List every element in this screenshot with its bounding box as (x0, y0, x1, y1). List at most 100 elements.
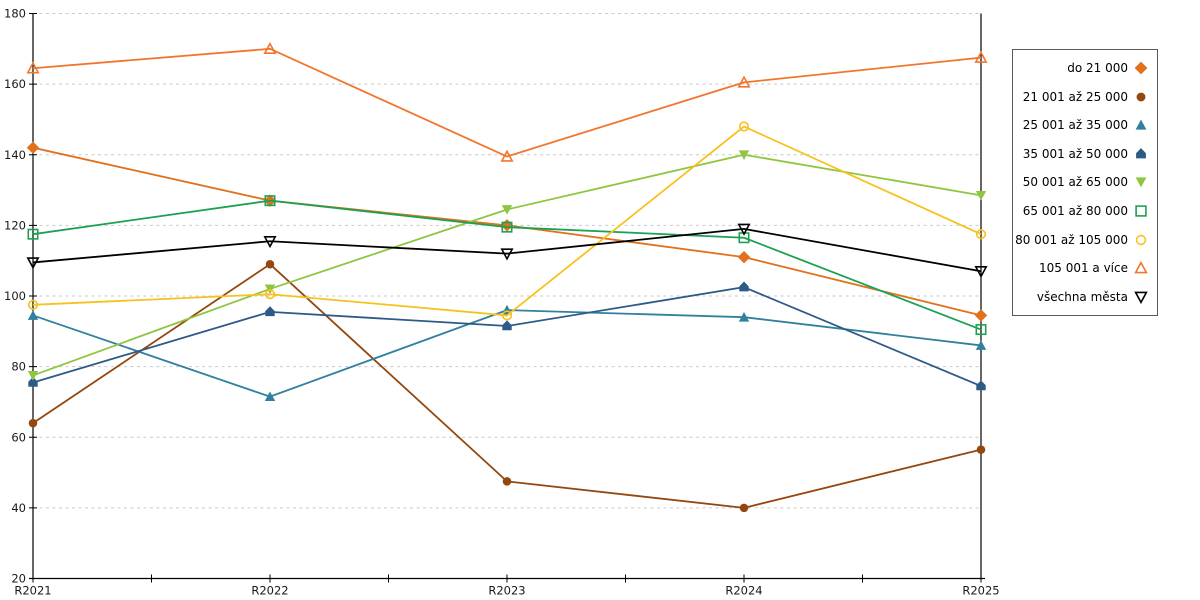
square-marker-icon (264, 195, 276, 207)
series-line (32, 286, 982, 387)
series-1 (26, 141, 988, 322)
series-line (32, 125, 982, 317)
diamond-marker-icon (500, 219, 514, 232)
triangle-marker-icon (974, 50, 988, 63)
triangle-down-legend-icon (1135, 177, 1147, 188)
triangle-down-marker-icon (738, 150, 750, 160)
diamond-marker-icon (1134, 61, 1148, 75)
triangle-down-marker-icon (737, 223, 751, 236)
circle-legend-icon (1135, 234, 1147, 245)
triangle-down-marker-icon (975, 190, 987, 201)
circle-marker-icon (265, 259, 275, 269)
circle-marker-icon (1135, 234, 1147, 245)
legend-item: 25 001 až 35 000 (1013, 117, 1157, 133)
triangle-marker-icon (500, 149, 514, 162)
pentagon-legend-icon (1136, 148, 1146, 159)
square-marker-icon (1135, 205, 1147, 217)
pentagon-marker-icon (28, 376, 38, 387)
series-line (32, 199, 982, 331)
y-tick-label: 80 (11, 360, 26, 374)
legend-item: 80 001 až 105 000 (1013, 232, 1157, 248)
triangle-marker-icon (1135, 119, 1147, 130)
square-marker-icon (975, 324, 987, 336)
pentagon-marker-icon (976, 380, 986, 391)
circle-marker-icon (1136, 92, 1146, 102)
y-tick-label: 40 (11, 501, 26, 515)
triangle-down-marker-icon (263, 236, 277, 249)
series-5 (27, 150, 987, 381)
legend-item-label: 80 001 až 105 000 (1015, 232, 1128, 247)
square-marker-icon (27, 228, 39, 240)
circle-marker-icon (976, 445, 986, 454)
pentagon-marker-icon (265, 306, 275, 317)
square-legend-icon (1135, 205, 1147, 217)
legend-item-label: do 21 000 (1067, 61, 1128, 76)
circle-marker-icon (738, 121, 750, 132)
y-tick-label: 60 (11, 430, 26, 444)
diamond-marker-icon (26, 141, 40, 154)
circle-marker-icon (28, 418, 38, 428)
triangle-down-marker-icon (974, 266, 988, 279)
legend-item: 21 001 až 25 000 (1013, 89, 1157, 105)
triangle-down-marker-icon (501, 205, 513, 215)
x-tick-label: R2025 (962, 584, 999, 598)
circle-marker-icon (975, 229, 987, 240)
legend-item-label: 35 001 až 50 000 (1022, 146, 1128, 161)
y-tick-label: 180 (4, 7, 26, 21)
legend-item-label: 65 001 až 80 000 (1022, 204, 1128, 218)
triangle-marker-icon (975, 340, 987, 350)
triangle-down-marker-icon (27, 371, 39, 381)
diamond-legend-icon (1134, 61, 1148, 75)
pentagon-marker-icon (502, 320, 512, 331)
triangle-marker-icon (27, 310, 39, 320)
diamond-marker-icon (737, 250, 751, 264)
triangle-marker-icon (737, 75, 751, 88)
diamond-marker-icon (974, 309, 988, 322)
triangle-legend-icon (1135, 119, 1147, 130)
series-9 (26, 223, 988, 279)
y-tick-label: 160 (4, 77, 26, 91)
legend-item-label: 105 001 a více (1038, 261, 1128, 276)
series-line (32, 47, 982, 158)
y-tick-label: 140 (4, 148, 26, 162)
legend-item: 35 001 až 50 000 (1013, 146, 1157, 162)
circle-marker-icon (264, 289, 276, 300)
x-tick-label: R2021 (14, 584, 51, 598)
series-7 (27, 121, 987, 321)
y-tick-label: 100 (4, 289, 26, 303)
legend-item-label: 21 001 až 25 000 (1022, 89, 1128, 104)
series-8 (26, 41, 988, 162)
legend-item-label: 25 001 až 35 000 (1022, 118, 1128, 133)
triangle-marker-icon (738, 311, 750, 322)
legend-item-label: všechna města (1036, 289, 1128, 304)
triangle-marker-icon (26, 61, 40, 74)
y-tick-label: 120 (4, 218, 26, 232)
pentagon-marker-icon (1136, 148, 1146, 159)
triangle-marker-icon (1134, 261, 1148, 274)
series-line (32, 228, 982, 273)
circle-marker-icon (739, 503, 749, 513)
pentagon-marker-icon (739, 281, 749, 292)
legend-item: 65 001 až 80 000 (1013, 203, 1157, 219)
x-tick-label: R2024 (725, 584, 762, 598)
legend-item: 50 001 až 65 000 (1013, 174, 1157, 190)
legend-item: do 21 000 (1013, 60, 1157, 76)
legend-item: všechna města (1013, 289, 1157, 305)
legend-item-label: 50 001 až 65 000 (1022, 175, 1128, 190)
x-tick-label: R2022 (251, 584, 288, 598)
series-4 (28, 281, 986, 391)
circle-marker-icon (501, 310, 513, 321)
circle-marker-icon (27, 299, 39, 310)
y-tick-label: 20 (11, 572, 26, 586)
triangle-down-marker-icon (500, 248, 514, 261)
triangle-down-marker-icon (26, 257, 40, 270)
triangle-down-marker-icon (1134, 291, 1148, 304)
legend: do 21 000 21 001 až 25 000 25 001 až 35 00… (1012, 49, 1158, 316)
square-marker-icon (501, 221, 513, 233)
circle-legend-icon (1136, 92, 1146, 102)
triangle-down-marker-icon (1135, 177, 1147, 188)
legend-item: 105 001 a více (1013, 260, 1157, 276)
triangle-marker-icon (264, 391, 276, 402)
